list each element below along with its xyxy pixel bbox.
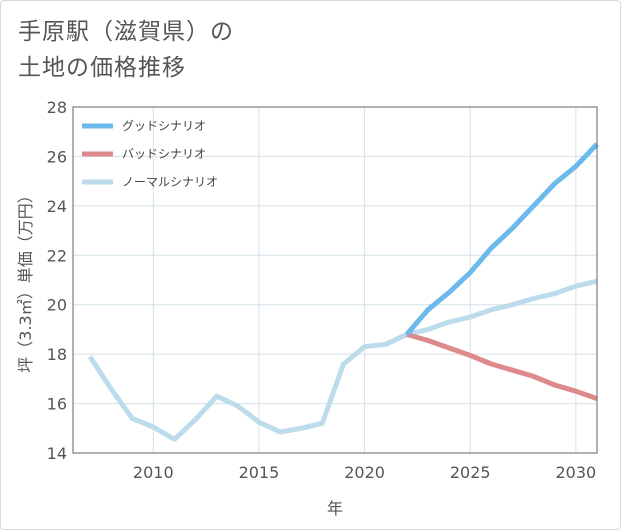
series-lines [87,142,599,442]
x-axis-title: 年 [327,499,343,518]
y-tick-label-18: 18 [47,345,67,364]
chart-title-line-2: 土地の価格推移 [18,55,186,81]
y-tick-labels: 14 16 18 20 22 24 26 28 [47,98,67,463]
x-tick-label-2010: 2010 [133,463,174,482]
series-line-0 [404,142,599,337]
x-tick-label-2025: 2025 [450,463,491,482]
y-tick-label-26: 26 [47,147,67,166]
legend-label-0: グッドシナリオ [122,119,206,133]
plot-border [72,106,598,454]
x-tick-label-2015: 2015 [239,463,280,482]
y-tick-label-20: 20 [47,296,67,315]
chart-title: 手原駅（滋賀県）の 土地の価格推移 [18,14,234,86]
series-line-2 [87,278,598,442]
y-tick-label-28: 28 [47,98,67,117]
x-tick-label-2020: 2020 [344,463,385,482]
series-line-1 [406,331,598,401]
x-tick-labels: 2010 2015 2020 2025 2030 [133,463,596,482]
plot-background [73,107,597,453]
legend-label-2: ノーマルシナリオ [122,175,218,189]
chart-title-line-1: 手原駅（滋賀県）の [18,19,234,45]
x-tick-label-2030: 2030 [556,463,597,482]
legend-label-1: バッドシナリオ [122,147,206,161]
y-tick-label-24: 24 [47,197,67,216]
y-axis-title: 坪（3.3㎡）単価（万円） [16,187,35,372]
y-tick-label-22: 22 [47,246,67,265]
y-tick-label-14: 14 [47,444,67,463]
y-tick-label-16: 16 [47,395,67,414]
